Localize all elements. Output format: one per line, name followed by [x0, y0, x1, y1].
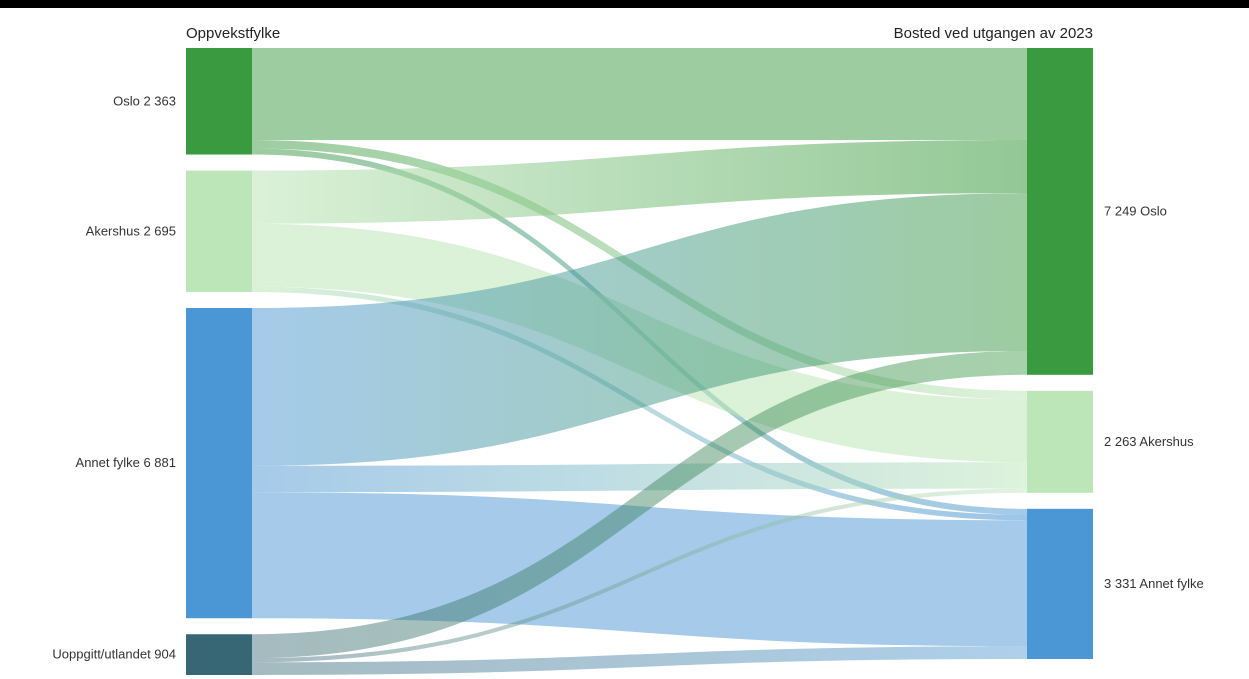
target-node-annet-fylke: [1027, 508, 1093, 659]
source-node-oslo: [186, 48, 252, 155]
target-header: Bosted ved utgangen av 2023: [894, 25, 1093, 42]
target-node-oslo: [1027, 48, 1093, 375]
source-node-uoppgitt-utlandet: [186, 634, 252, 675]
flow-oslo-to-oslo: [252, 48, 1027, 140]
flow-annet-fylke-to-oslo: [252, 193, 1027, 466]
flows-layer: [252, 48, 1027, 675]
target-node-akershus: [1027, 390, 1093, 493]
target-label-annet-fylke: 3 331 Annet fylke: [1104, 576, 1204, 591]
labels-layer: Oslo 2 363 Akershus 2 695 Annet fylke 6 88…: [52, 93, 1203, 661]
source-node-akershus: [186, 170, 252, 293]
source-node-annet-fylke: [186, 308, 252, 619]
source-header: Oppvekstfylke: [186, 25, 280, 42]
source-label-annet-fylke: Annet fylke 6 881: [76, 455, 176, 470]
flow-akershus-to-oslo: [252, 139, 1027, 224]
flow-uoppgitt-utlandet-to-oslo: [252, 350, 1027, 659]
flow-uoppgitt-utlandet-to-annet-fylke: [252, 646, 1027, 675]
target-label-akershus: 2 263 Akershus: [1104, 434, 1194, 449]
flow-annet-fylke-to-akershus: [252, 462, 1027, 493]
source-label-oslo: Oslo 2 363: [113, 93, 176, 108]
nodes-layer: [186, 48, 1093, 675]
flow-uoppgitt-utlandet-to-akershus: [252, 488, 1027, 663]
top-rule: [0, 0, 1249, 8]
target-label-oslo: 7 249 Oslo: [1104, 203, 1167, 218]
source-label-akershus: Akershus 2 695: [86, 223, 176, 238]
source-label-uoppgitt-utlandet: Uoppgitt/utlandet 904: [52, 647, 176, 662]
